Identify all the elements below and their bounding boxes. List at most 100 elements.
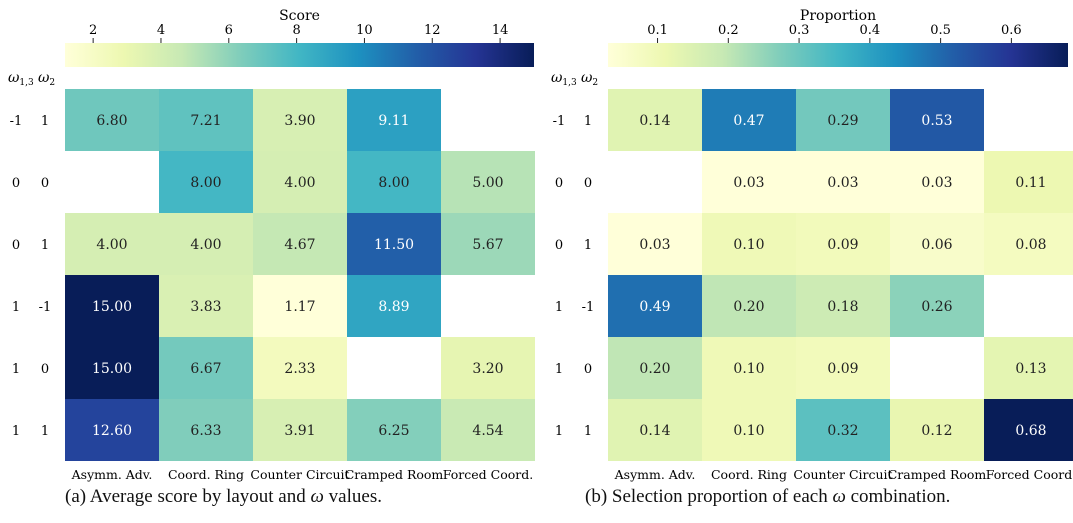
heatmap-cell <box>253 337 347 399</box>
heatmap-cell <box>608 275 702 337</box>
cell-value-label: 0.10 <box>733 361 764 377</box>
omega-2-header: ω2 <box>581 70 598 88</box>
row-label-omega13: -1 <box>553 114 566 129</box>
heatmap-cell <box>159 275 253 337</box>
cell-value-label: 0.14 <box>639 423 670 439</box>
heatmap-cell <box>159 151 253 213</box>
cell-value-label: 4.00 <box>190 237 221 253</box>
column-label: Counter Circuit <box>793 467 892 482</box>
cell-value-label: 12.60 <box>92 423 132 439</box>
cell-value-label: 0.06 <box>921 237 952 253</box>
cell-value-label: 0.03 <box>921 175 952 191</box>
caption-a-text: (a) Average score by layout and <box>65 486 306 507</box>
cell-value-label: 2.33 <box>284 361 315 377</box>
row-label-omega13: 0 <box>555 238 563 253</box>
heatmap-cell <box>159 337 253 399</box>
caption-a-suffix: values. <box>323 486 382 507</box>
heatmap-cell <box>441 337 535 399</box>
row-label-omega13: 0 <box>555 176 563 191</box>
cell-value-label: 4.00 <box>96 237 127 253</box>
cell-value-label: 0.09 <box>827 361 858 377</box>
row-label-omega2: 0 <box>584 176 592 191</box>
heatmap-cell <box>253 275 347 337</box>
heatmap-cell <box>159 89 253 151</box>
cell-value-label: 4.00 <box>284 175 315 191</box>
heatmap-cell <box>347 275 441 337</box>
colorbar-tick-label: 0.5 <box>930 23 951 38</box>
colorbar-tick-label: 10 <box>356 23 373 38</box>
proportion-heatmap-panel: Proportion 0.1 0.2 0.3 0.4 0.5 0.6 ω1,3 ω2 -1 1 0.1… <box>551 8 1073 482</box>
cell-value-label: 0.13 <box>1015 361 1046 377</box>
heatmap-cell <box>441 399 535 461</box>
heatmap-cell <box>347 399 441 461</box>
omega-13-header: ω1,3 <box>551 70 577 88</box>
heatmap-cell <box>890 151 984 213</box>
heatmap-cell <box>796 275 890 337</box>
heatmap-cell <box>347 89 441 151</box>
cell-value-label: 0.29 <box>827 113 858 129</box>
row-label-omega2: 1 <box>41 424 49 439</box>
cell-value-label: 15.00 <box>92 361 132 377</box>
cell-value-label: 0.08 <box>1015 237 1046 253</box>
caption-b-text: (b) Selection proportion of each <box>585 486 828 507</box>
heatmap-cell <box>253 399 347 461</box>
colorbar-tick-label: 14 <box>492 23 509 38</box>
colorbar-tick-label: 0.3 <box>789 23 810 38</box>
colorbar-tick-label: 2 <box>89 23 97 38</box>
caption-a-omega: ω <box>310 486 324 507</box>
cell-value-label: 0.09 <box>827 237 858 253</box>
colorbar-tick-label: 0.2 <box>718 23 739 38</box>
heatmap-cell <box>347 213 441 275</box>
omega-2-header: ω2 <box>38 70 55 88</box>
cell-value-label: 3.90 <box>284 113 315 129</box>
heatmap-cell <box>253 89 347 151</box>
row-label-omega13: -1 <box>10 114 23 129</box>
cell-value-label: 0.18 <box>827 299 858 315</box>
row-label-omega2: 1 <box>584 114 592 129</box>
heatmap-cell <box>608 337 702 399</box>
row-label-omega13: 1 <box>555 362 563 377</box>
caption-b-omega: ω <box>832 486 846 507</box>
heatmap-cell <box>890 275 984 337</box>
row-label-omega2: 1 <box>41 238 49 253</box>
heatmap-cell <box>253 151 347 213</box>
cell-value-label: 7.21 <box>190 113 221 129</box>
cell-value-label: 0.53 <box>921 113 952 129</box>
heatmap-cell <box>796 151 890 213</box>
row-label-omega2: 0 <box>41 176 49 191</box>
cell-value-label: 0.32 <box>827 423 858 439</box>
heatmap-cell <box>702 337 796 399</box>
row-label-omega2: 0 <box>584 362 592 377</box>
cell-value-label: 4.54 <box>472 423 503 439</box>
row-label-omega2: 1 <box>584 424 592 439</box>
cell-value-label: 0.47 <box>733 113 764 129</box>
cell-value-label: 5.00 <box>472 175 503 191</box>
cell-value-label: 6.33 <box>190 423 221 439</box>
heatmap-cell <box>890 89 984 151</box>
cell-value-label: 0.10 <box>733 423 764 439</box>
heatmap-cell <box>608 213 702 275</box>
cell-value-label: 6.80 <box>96 113 127 129</box>
cell-value-label: 9.11 <box>378 113 409 129</box>
column-label: Asymm. Adv. <box>614 467 696 482</box>
heatmap-cell <box>984 151 1073 213</box>
cell-value-label: 8.00 <box>190 175 221 191</box>
caption-b-suffix: combination. <box>845 486 951 507</box>
row-label-omega13: 1 <box>555 424 563 439</box>
column-label: Asymm. Adv. <box>71 467 153 482</box>
cell-value-label: 0.03 <box>733 175 764 191</box>
cell-value-label: 4.67 <box>284 237 315 253</box>
cell-value-label: 0.12 <box>921 423 952 439</box>
heatmap-cell <box>65 337 159 399</box>
colorbar-tick-label: 0.6 <box>1001 23 1022 38</box>
cell-value-label: 3.91 <box>284 423 315 439</box>
cell-value-label: 8.89 <box>378 299 409 315</box>
row-label-omega13: 1 <box>12 424 20 439</box>
cell-value-label: 3.20 <box>472 361 503 377</box>
colorbar-tick-label: 0.1 <box>647 23 668 38</box>
row-label-omega2: 0 <box>41 362 49 377</box>
column-label: Forced Coord. <box>986 467 1073 482</box>
column-label: Forced Coord. <box>443 467 533 482</box>
